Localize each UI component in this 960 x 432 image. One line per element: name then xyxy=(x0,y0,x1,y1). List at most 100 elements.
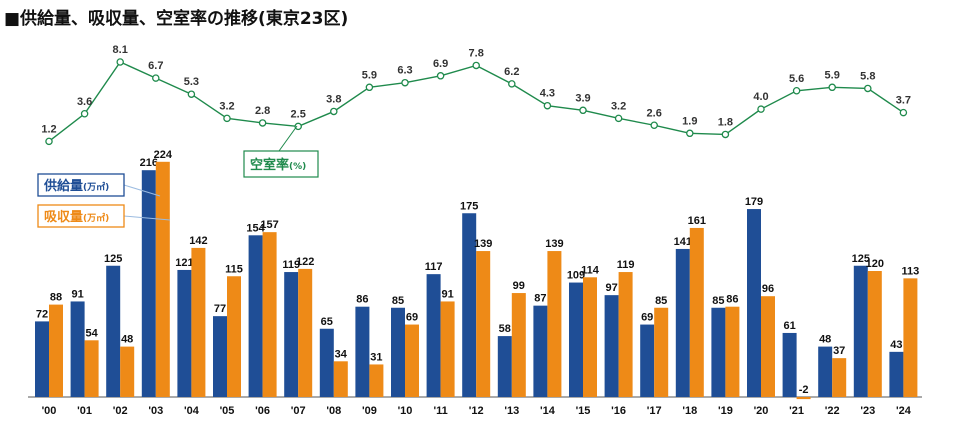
vacancy-value-label-13: 6.2 xyxy=(504,66,519,78)
x-tick-label-23: '23 xyxy=(860,405,875,417)
vacancy-value-label-15: 3.9 xyxy=(575,92,590,104)
supply-bar-15 xyxy=(569,282,583,397)
vacancy-legend-box xyxy=(243,150,319,178)
vacancy-point-4 xyxy=(187,90,196,98)
x-tick-label-6: '06 xyxy=(255,405,270,417)
x-tick-label-20: '20 xyxy=(754,405,769,417)
absorption-bar-2 xyxy=(120,346,135,397)
absorption-bar-18 xyxy=(689,227,704,397)
absorption-bar-21 xyxy=(796,397,811,400)
supply-value-label-2: 125 xyxy=(104,253,122,265)
absorption-bar-8 xyxy=(333,361,348,397)
vacancy-value-label-14: 4.3 xyxy=(540,88,555,100)
supply-bar-8 xyxy=(319,328,334,397)
x-tick-label-24: '24 xyxy=(896,405,912,417)
vacancy-point-3 xyxy=(152,74,160,82)
vacancy-point-14 xyxy=(543,101,552,110)
supply-legend-label: 供給量(万㎡) xyxy=(43,178,109,194)
absorption-bar-22 xyxy=(832,358,847,397)
supply-bar-19 xyxy=(711,307,726,397)
absorption-value-label-8: 34 xyxy=(335,348,348,360)
x-tick-label-3: '03 xyxy=(148,405,163,417)
supply-bar-23 xyxy=(853,265,868,397)
supply-bar-2 xyxy=(106,265,121,397)
absorption-value-label-17: 85 xyxy=(655,295,667,307)
x-tick-label-21: '21 xyxy=(789,405,804,417)
vacancy-value-label-22: 5.9 xyxy=(825,69,840,81)
supply-value-label-5: 77 xyxy=(214,303,226,315)
absorption-value-label-14: 139 xyxy=(545,238,563,250)
absorption-value-label-10: 69 xyxy=(406,312,418,324)
supply-value-label-22: 48 xyxy=(819,334,831,346)
vacancy-value-label-19: 1.8 xyxy=(718,116,733,128)
supply-bar-9 xyxy=(355,306,370,397)
absorption-bar-12 xyxy=(476,251,491,397)
vacancy-point-5 xyxy=(223,114,231,123)
x-tick-label-1: '01 xyxy=(77,405,92,417)
supply-value-label-13: 58 xyxy=(499,323,511,335)
vacancy-point-13 xyxy=(508,80,516,88)
vacancy-point-24 xyxy=(899,108,908,117)
supply-value-label-14: 87 xyxy=(534,293,546,305)
supply-value-label-9: 86 xyxy=(356,294,368,306)
absorption-value-label-1: 54 xyxy=(85,327,98,339)
supply-bar-3 xyxy=(141,170,156,397)
absorption-bar-13 xyxy=(511,293,526,397)
vacancy-legend-connector xyxy=(278,125,298,152)
supply-bar-17 xyxy=(640,324,655,397)
absorption-value-label-7: 122 xyxy=(296,256,314,268)
vacancy-rate-line xyxy=(48,61,904,142)
absorption-bar-6 xyxy=(262,232,277,397)
supply-value-label-0: 72 xyxy=(36,308,48,320)
absorption-value-label-19: 86 xyxy=(726,294,738,306)
supply-bar-16 xyxy=(604,295,619,397)
absorption-legend-box xyxy=(37,204,125,228)
absorption-bar-3 xyxy=(155,161,170,397)
vacancy-point-18 xyxy=(686,129,694,138)
absorption-value-label-5: 115 xyxy=(225,263,243,275)
vacancy-point-17 xyxy=(650,121,658,130)
vacancy-value-label-16: 3.2 xyxy=(611,100,626,112)
absorption-value-label-2: 48 xyxy=(121,334,133,346)
vacancy-value-label-21: 5.6 xyxy=(789,73,804,85)
supply-value-label-17: 69 xyxy=(641,312,653,324)
supply-bar-20 xyxy=(747,209,761,397)
vacancy-point-7 xyxy=(294,122,302,131)
vacancy-value-label-18: 1.9 xyxy=(682,115,697,127)
vacancy-value-label-9: 5.9 xyxy=(362,69,377,81)
x-tick-label-12: '12 xyxy=(469,405,484,417)
vacancy-value-label-20: 4.0 xyxy=(753,91,768,103)
supply-value-label-8: 65 xyxy=(321,316,333,328)
supply-bar-11 xyxy=(426,274,441,397)
vacancy-value-label-17: 2.6 xyxy=(647,107,662,119)
absorption-value-label-15: 114 xyxy=(581,264,600,276)
vacancy-value-label-4: 5.3 xyxy=(184,76,199,88)
x-tick-label-8: '08 xyxy=(326,405,341,417)
supply-value-label-6: 154 xyxy=(246,222,265,234)
x-tick-label-13: '13 xyxy=(504,405,519,417)
absorption-bar-24 xyxy=(903,278,918,397)
x-tick-label-9: '09 xyxy=(362,405,377,417)
vacancy-value-label-1: 3.6 xyxy=(77,96,92,108)
supply-value-label-7: 119 xyxy=(282,259,300,271)
vacancy-value-label-12: 7.8 xyxy=(469,47,484,59)
vacancy-value-label-7: 2.5 xyxy=(291,108,306,120)
vacancy-point-11 xyxy=(436,72,445,80)
supply-value-label-3: 216 xyxy=(140,157,158,169)
vacancy-point-16 xyxy=(614,114,623,123)
x-tick-label-14: '14 xyxy=(540,405,556,417)
supply-value-label-21: 61 xyxy=(783,320,795,332)
supply-bar-22 xyxy=(818,346,833,397)
absorption-bar-4 xyxy=(191,247,206,397)
x-tick-label-10: '10 xyxy=(398,405,413,417)
absorption-bar-10 xyxy=(405,324,419,397)
absorption-bar-17 xyxy=(654,307,669,397)
x-tick-label-22: '22 xyxy=(825,405,840,417)
supply-value-label-20: 179 xyxy=(745,196,763,208)
vacancy-value-label-10: 6.3 xyxy=(397,65,412,77)
chart-title: ■供給量、吸収量、空室率の推移(東京23区) xyxy=(4,9,349,29)
supply-value-label-23: 125 xyxy=(852,253,870,265)
vacancy-point-2 xyxy=(116,58,124,66)
x-tick-label-19: '19 xyxy=(718,405,733,417)
